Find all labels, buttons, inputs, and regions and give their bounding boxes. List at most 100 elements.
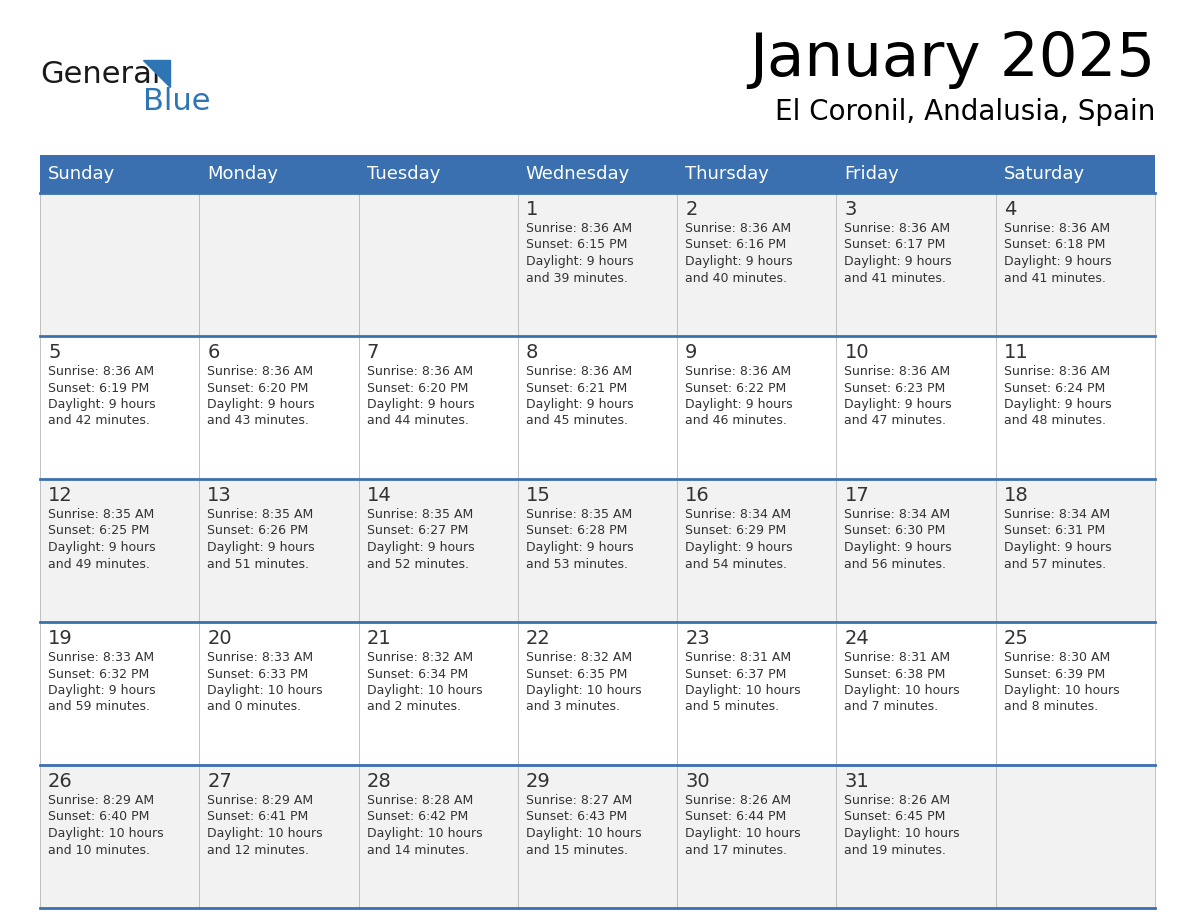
Text: Sunrise: 8:36 AM: Sunrise: 8:36 AM: [845, 222, 950, 235]
Text: Daylight: 9 hours: Daylight: 9 hours: [1004, 398, 1111, 411]
Text: Sunset: 6:21 PM: Sunset: 6:21 PM: [526, 382, 627, 395]
Text: Sunrise: 8:30 AM: Sunrise: 8:30 AM: [1004, 651, 1110, 664]
Text: Sunset: 6:39 PM: Sunset: 6:39 PM: [1004, 667, 1105, 680]
Text: Sunset: 6:45 PM: Sunset: 6:45 PM: [845, 811, 946, 823]
Bar: [40, 193, 1155, 336]
Text: Daylight: 10 hours: Daylight: 10 hours: [845, 684, 960, 697]
Text: 31: 31: [845, 772, 870, 791]
Text: 16: 16: [685, 486, 710, 505]
Text: Sunrise: 8:36 AM: Sunrise: 8:36 AM: [207, 365, 314, 378]
Text: Daylight: 9 hours: Daylight: 9 hours: [685, 541, 792, 554]
Text: Daylight: 10 hours: Daylight: 10 hours: [526, 827, 642, 840]
Text: Sunrise: 8:36 AM: Sunrise: 8:36 AM: [685, 365, 791, 378]
Text: Sunset: 6:22 PM: Sunset: 6:22 PM: [685, 382, 786, 395]
Text: Daylight: 9 hours: Daylight: 9 hours: [48, 541, 156, 554]
Text: Daylight: 10 hours: Daylight: 10 hours: [845, 827, 960, 840]
Text: and 2 minutes.: and 2 minutes.: [367, 700, 461, 713]
Text: Sunrise: 8:36 AM: Sunrise: 8:36 AM: [845, 365, 950, 378]
Text: Friday: Friday: [845, 165, 899, 183]
Text: 2: 2: [685, 200, 697, 219]
Text: Sunrise: 8:36 AM: Sunrise: 8:36 AM: [367, 365, 473, 378]
Bar: [40, 336, 1155, 479]
Text: 10: 10: [845, 343, 870, 362]
Text: Monday: Monday: [207, 165, 278, 183]
Text: Sunset: 6:20 PM: Sunset: 6:20 PM: [207, 382, 309, 395]
Text: Sunset: 6:17 PM: Sunset: 6:17 PM: [845, 239, 946, 252]
Text: and 57 minutes.: and 57 minutes.: [1004, 557, 1106, 570]
Text: Daylight: 10 hours: Daylight: 10 hours: [1004, 684, 1119, 697]
Text: Sunset: 6:19 PM: Sunset: 6:19 PM: [48, 382, 150, 395]
Text: Sunset: 6:44 PM: Sunset: 6:44 PM: [685, 811, 786, 823]
Text: 20: 20: [207, 629, 232, 648]
Text: and 10 minutes.: and 10 minutes.: [48, 844, 150, 856]
Text: Sunset: 6:24 PM: Sunset: 6:24 PM: [1004, 382, 1105, 395]
Text: Sunrise: 8:34 AM: Sunrise: 8:34 AM: [685, 508, 791, 521]
Text: Sunrise: 8:36 AM: Sunrise: 8:36 AM: [48, 365, 154, 378]
Text: 18: 18: [1004, 486, 1029, 505]
Text: Sunset: 6:34 PM: Sunset: 6:34 PM: [367, 667, 468, 680]
Text: Daylight: 9 hours: Daylight: 9 hours: [1004, 255, 1111, 268]
Text: 27: 27: [207, 772, 232, 791]
Text: Sunset: 6:43 PM: Sunset: 6:43 PM: [526, 811, 627, 823]
Text: Daylight: 9 hours: Daylight: 9 hours: [1004, 541, 1111, 554]
Bar: [836, 155, 996, 193]
Text: Daylight: 9 hours: Daylight: 9 hours: [48, 398, 156, 411]
Text: Sunrise: 8:36 AM: Sunrise: 8:36 AM: [526, 222, 632, 235]
Text: Sunrise: 8:31 AM: Sunrise: 8:31 AM: [845, 651, 950, 664]
Text: Daylight: 10 hours: Daylight: 10 hours: [685, 684, 801, 697]
Text: Daylight: 9 hours: Daylight: 9 hours: [845, 541, 952, 554]
Text: 9: 9: [685, 343, 697, 362]
Text: Sunset: 6:29 PM: Sunset: 6:29 PM: [685, 524, 786, 538]
Text: and 19 minutes.: and 19 minutes.: [845, 844, 947, 856]
Text: Sunset: 6:23 PM: Sunset: 6:23 PM: [845, 382, 946, 395]
Text: Sunrise: 8:34 AM: Sunrise: 8:34 AM: [1004, 508, 1110, 521]
Text: Sunrise: 8:26 AM: Sunrise: 8:26 AM: [685, 794, 791, 807]
Text: and 40 minutes.: and 40 minutes.: [685, 272, 788, 285]
Text: Sunrise: 8:32 AM: Sunrise: 8:32 AM: [526, 651, 632, 664]
Text: 19: 19: [48, 629, 72, 648]
Text: and 41 minutes.: and 41 minutes.: [1004, 272, 1106, 285]
Bar: [200, 155, 359, 193]
Text: Sunset: 6:27 PM: Sunset: 6:27 PM: [367, 524, 468, 538]
Polygon shape: [143, 60, 170, 87]
Text: Sunset: 6:42 PM: Sunset: 6:42 PM: [367, 811, 468, 823]
Text: 30: 30: [685, 772, 709, 791]
Bar: [40, 765, 1155, 908]
Text: 8: 8: [526, 343, 538, 362]
Text: Daylight: 9 hours: Daylight: 9 hours: [845, 398, 952, 411]
Text: Sunrise: 8:26 AM: Sunrise: 8:26 AM: [845, 794, 950, 807]
Text: Sunset: 6:37 PM: Sunset: 6:37 PM: [685, 667, 786, 680]
Text: Sunrise: 8:36 AM: Sunrise: 8:36 AM: [1004, 222, 1110, 235]
Text: 28: 28: [367, 772, 391, 791]
Text: Sunday: Sunday: [48, 165, 115, 183]
Text: 25: 25: [1004, 629, 1029, 648]
Text: Daylight: 9 hours: Daylight: 9 hours: [526, 255, 633, 268]
Bar: [518, 155, 677, 193]
Text: Sunrise: 8:36 AM: Sunrise: 8:36 AM: [685, 222, 791, 235]
Text: Daylight: 10 hours: Daylight: 10 hours: [526, 684, 642, 697]
Text: and 3 minutes.: and 3 minutes.: [526, 700, 620, 713]
Text: Sunset: 6:26 PM: Sunset: 6:26 PM: [207, 524, 309, 538]
Text: 7: 7: [367, 343, 379, 362]
Text: Daylight: 9 hours: Daylight: 9 hours: [685, 255, 792, 268]
Text: and 52 minutes.: and 52 minutes.: [367, 557, 468, 570]
Text: and 54 minutes.: and 54 minutes.: [685, 557, 788, 570]
Text: Daylight: 9 hours: Daylight: 9 hours: [367, 398, 474, 411]
Text: Sunset: 6:16 PM: Sunset: 6:16 PM: [685, 239, 786, 252]
Text: and 46 minutes.: and 46 minutes.: [685, 415, 786, 428]
Text: 13: 13: [207, 486, 232, 505]
Text: Daylight: 9 hours: Daylight: 9 hours: [207, 398, 315, 411]
Text: Sunset: 6:32 PM: Sunset: 6:32 PM: [48, 667, 150, 680]
Text: 5: 5: [48, 343, 61, 362]
Text: Sunrise: 8:35 AM: Sunrise: 8:35 AM: [367, 508, 473, 521]
Text: Sunset: 6:18 PM: Sunset: 6:18 PM: [1004, 239, 1105, 252]
Text: and 59 minutes.: and 59 minutes.: [48, 700, 150, 713]
Text: Sunrise: 8:33 AM: Sunrise: 8:33 AM: [207, 651, 314, 664]
Text: Daylight: 10 hours: Daylight: 10 hours: [367, 684, 482, 697]
Text: 15: 15: [526, 486, 551, 505]
Text: Sunrise: 8:29 AM: Sunrise: 8:29 AM: [207, 794, 314, 807]
Text: 4: 4: [1004, 200, 1016, 219]
Text: Sunset: 6:35 PM: Sunset: 6:35 PM: [526, 667, 627, 680]
Text: Sunset: 6:38 PM: Sunset: 6:38 PM: [845, 667, 946, 680]
Text: Sunrise: 8:29 AM: Sunrise: 8:29 AM: [48, 794, 154, 807]
